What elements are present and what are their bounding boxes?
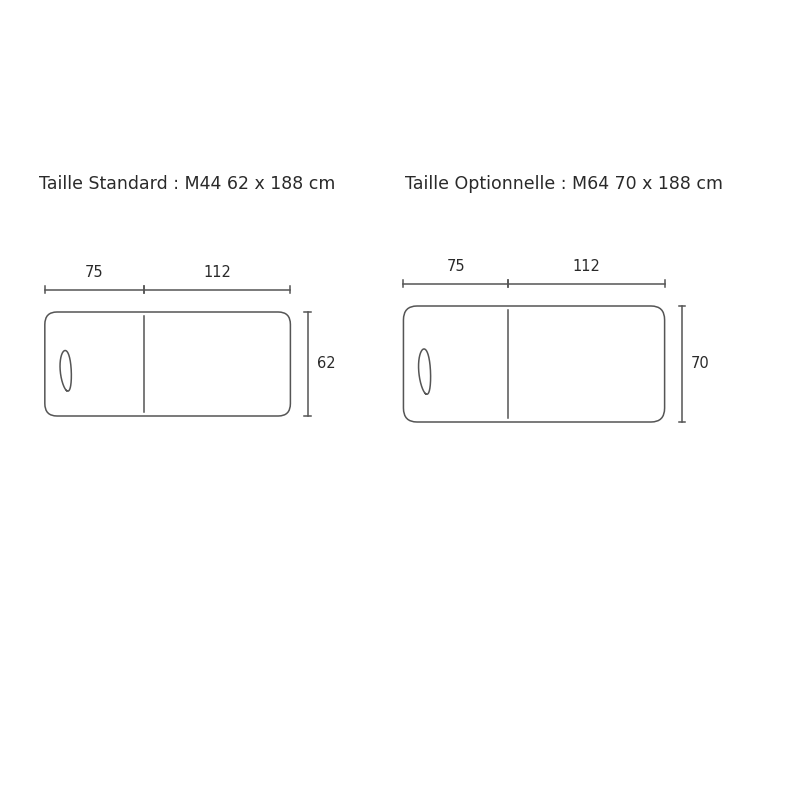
FancyBboxPatch shape [45, 312, 290, 416]
Text: 112: 112 [573, 259, 601, 274]
Text: 112: 112 [203, 265, 231, 280]
Text: 75: 75 [446, 259, 466, 274]
Text: Taille Optionnelle : M64 70 x 188 cm: Taille Optionnelle : M64 70 x 188 cm [406, 175, 723, 193]
Text: 70: 70 [691, 357, 710, 371]
FancyBboxPatch shape [403, 306, 665, 422]
Text: 62: 62 [317, 357, 335, 371]
Text: Taille Standard : M44 62 x 188 cm: Taille Standard : M44 62 x 188 cm [39, 175, 335, 193]
Text: 75: 75 [85, 265, 103, 280]
